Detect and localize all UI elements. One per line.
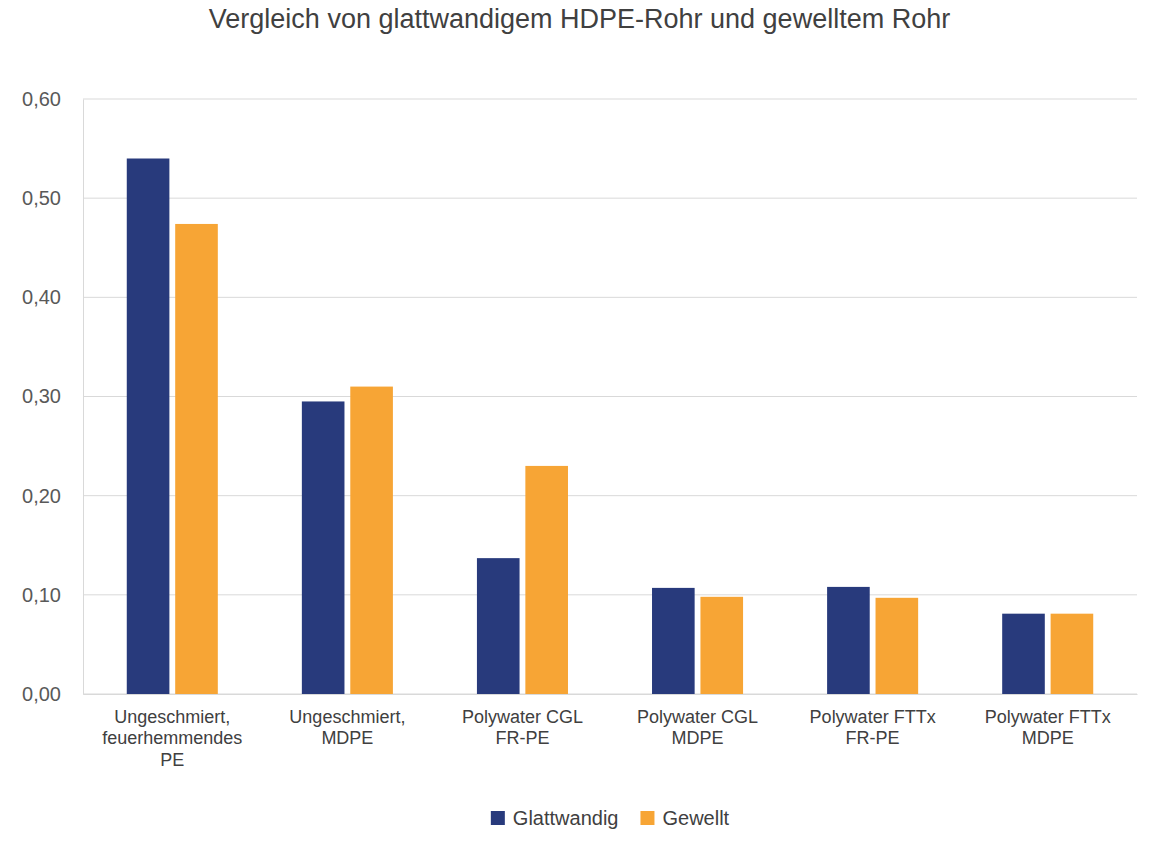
- y-tick: 0,60: [22, 88, 83, 110]
- grid-line: [83, 198, 1137, 199]
- bar: [827, 587, 870, 694]
- y-tick: 0,10: [22, 584, 83, 606]
- grid-line: [83, 99, 1137, 100]
- bar: [175, 224, 218, 694]
- x-tick: Polywater CGLFR-PE: [462, 694, 583, 748]
- x-tick: Ungeschmiert,feuerhemmendesPE: [102, 694, 242, 770]
- grid-line: [83, 396, 1137, 397]
- legend-label: Glattwandig: [513, 807, 619, 829]
- x-tick: Polywater CGLMDPE: [637, 694, 758, 748]
- bar: [700, 597, 743, 694]
- x-tick-label: Ungeschmiert,feuerhemmendesPE: [102, 707, 242, 770]
- y-tick-label: 0,30: [22, 385, 61, 407]
- x-axis-line: [84, 694, 1138, 695]
- y-axis-line: [83, 100, 84, 695]
- legend-swatch: [640, 811, 654, 825]
- bar: [1051, 614, 1094, 694]
- bar: [477, 558, 520, 694]
- x-tick-label: Polywater CGLFR-PE: [462, 707, 583, 749]
- x-tick-label: Ungeschmiert,MDPE: [289, 707, 405, 749]
- legend-item: Glattwandig: [491, 807, 619, 829]
- bar: [652, 588, 695, 694]
- y-tick-label: 0,50: [22, 187, 61, 209]
- grid: [83, 99, 1137, 694]
- y-tick-label: 0,00: [22, 683, 61, 705]
- y-tick: 0,40: [22, 286, 83, 308]
- bar: [525, 466, 568, 694]
- title: Vergleich von glattwandigem HDPE-Rohr un…: [209, 4, 950, 34]
- bar: [127, 159, 170, 695]
- y-tick: 0,50: [22, 187, 83, 209]
- y-axis: 0,00 0,10 0,20 0,30 0,40 0,50 0,60: [22, 88, 83, 705]
- y-tick: 0,00: [22, 683, 83, 705]
- grid-line: [83, 495, 1137, 496]
- x-tick-label: Polywater FTTxFR-PE: [810, 707, 936, 749]
- legend-swatch: [491, 811, 505, 825]
- y-tick-label: 0,10: [22, 584, 61, 606]
- bars: [127, 159, 1093, 695]
- bar: [1002, 614, 1045, 694]
- grid-line: [83, 594, 1137, 595]
- bar: [876, 598, 919, 694]
- x-axis: Ungeschmiert,feuerhemmendesPE Ungeschmier…: [84, 694, 1138, 770]
- grid-line: [83, 297, 1137, 298]
- legend-label: Gewellt: [662, 807, 729, 829]
- x-tick: Polywater FTTxMDPE: [985, 694, 1111, 748]
- bar: [350, 387, 393, 694]
- x-tick-label: Polywater FTTxMDPE: [985, 707, 1111, 749]
- x-tick-label: Polywater CGLMDPE: [637, 707, 758, 749]
- legend: Glattwandig Gewellt: [491, 807, 730, 829]
- chart: Vergleich von glattwandigem HDPE-Rohr un…: [0, 0, 1159, 853]
- y-tick-label: 0,60: [22, 88, 61, 110]
- x-tick: Ungeschmiert,MDPE: [289, 694, 405, 748]
- x-tick: Polywater FTTxFR-PE: [810, 694, 936, 748]
- y-tick-label: 0,40: [22, 286, 61, 308]
- y-tick: 0,30: [22, 385, 83, 407]
- legend-item: Gewellt: [640, 807, 729, 829]
- grid-line: [83, 694, 1137, 695]
- bar: [302, 401, 345, 694]
- y-tick: 0,20: [22, 485, 83, 507]
- y-tick-label: 0,20: [22, 485, 61, 507]
